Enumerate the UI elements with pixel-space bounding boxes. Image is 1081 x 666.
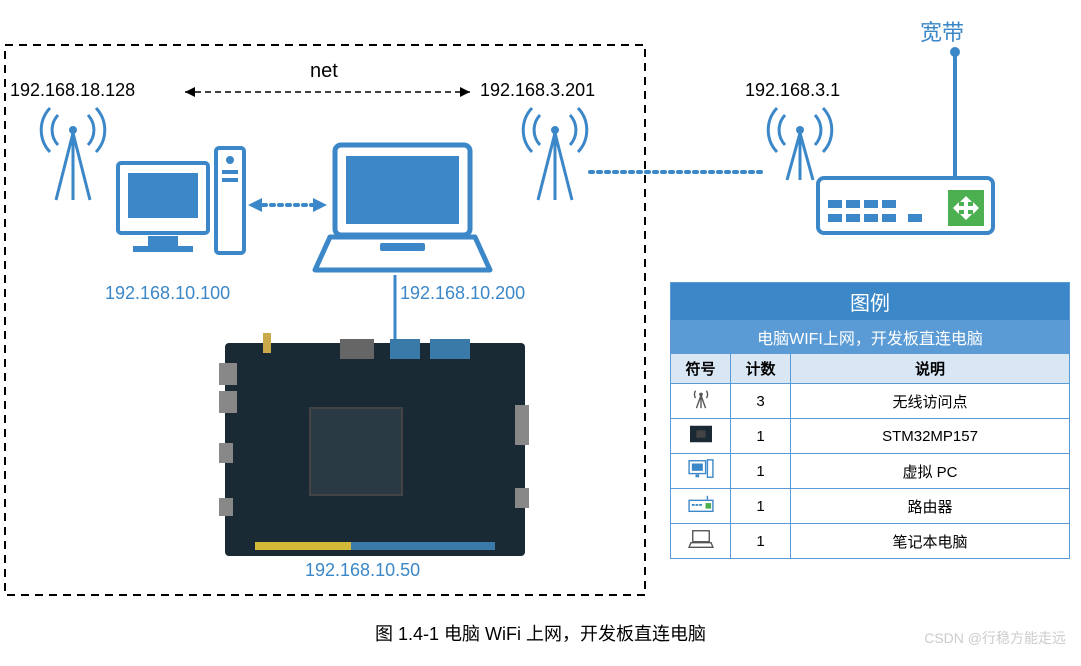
legend-count: 1 — [731, 454, 791, 489]
ip-vm-label: 192.168.18.128 — [10, 80, 135, 101]
legend-title: 图例 — [671, 283, 1070, 321]
legend-count: 3 — [731, 384, 791, 419]
antenna-icon — [768, 108, 832, 180]
legend-count: 1 — [731, 524, 791, 559]
legend-icon-antenna — [671, 384, 731, 419]
ip-router-label: 192.168.3.1 — [745, 80, 840, 101]
legend-icon-monitor — [671, 454, 731, 489]
ip-desktop-label: 192.168.10.100 — [105, 283, 230, 304]
desktop-icon — [118, 148, 244, 253]
legend-desc: 路由器 — [791, 489, 1070, 524]
legend-desc: STM32MP157 — [791, 419, 1070, 454]
antenna-icon — [523, 108, 587, 200]
legend-subtitle: 电脑WIFI上网，开发板直连电脑 — [671, 321, 1070, 354]
legend-icon-router — [671, 489, 731, 524]
legend-desc: 无线访问点 — [791, 384, 1070, 419]
router-icon — [818, 178, 993, 233]
net-label: net — [310, 60, 338, 83]
legend-hdr-desc: 说明 — [791, 354, 1070, 384]
watermark: CSDN @行稳方能走远 — [924, 628, 1066, 648]
figure-caption: 图 1.4-1 电脑 WiFi 上网，开发板直连电脑 — [0, 620, 1081, 646]
legend-table: 图例 电脑WIFI上网，开发板直连电脑 符号 计数 说明 3 无线访问点 1 S… — [670, 282, 1070, 559]
legend-hdr-count: 计数 — [731, 354, 791, 384]
laptop-icon — [315, 145, 490, 270]
legend-count: 1 — [731, 419, 791, 454]
ip-laptop-int-label: 192.168.10.200 — [400, 283, 525, 304]
legend-icon-board — [671, 419, 731, 454]
legend-icon-laptop — [671, 524, 731, 559]
legend-hdr-symbol: 符号 — [671, 354, 731, 384]
broadband-label: 宽带 — [920, 15, 964, 47]
legend-desc: 虚拟 PC — [791, 454, 1070, 489]
ip-board-label: 192.168.10.50 — [305, 560, 420, 581]
ip-laptop-ext-label: 192.168.3.201 — [480, 80, 595, 101]
legend-desc: 笔记本电脑 — [791, 524, 1070, 559]
legend-count: 1 — [731, 489, 791, 524]
antenna-icon — [41, 108, 105, 200]
dev-board-icon — [225, 343, 525, 556]
